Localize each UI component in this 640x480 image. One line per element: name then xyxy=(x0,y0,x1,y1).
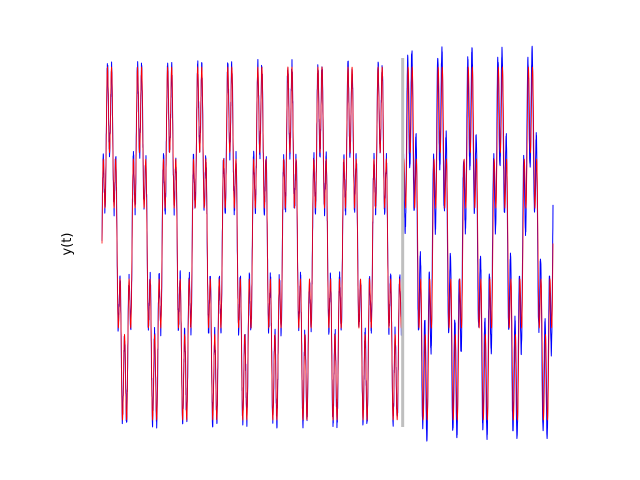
plot-area xyxy=(101,45,554,442)
series-line-model xyxy=(101,66,554,421)
y-axis-label: y(t) xyxy=(60,233,75,256)
